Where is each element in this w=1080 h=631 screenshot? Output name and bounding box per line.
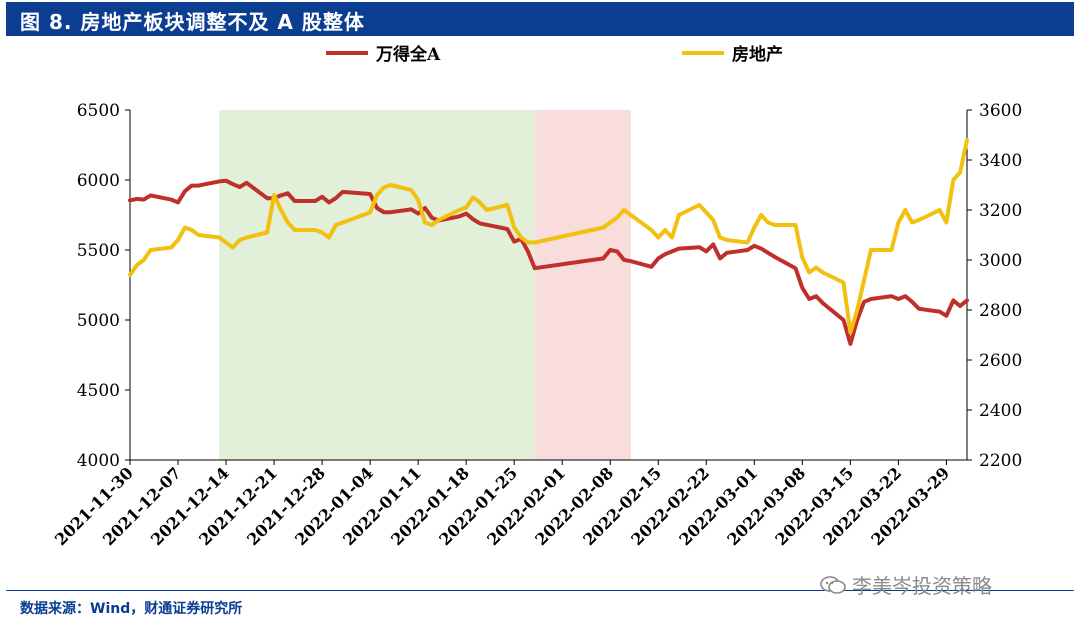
shaded-band-1 bbox=[534, 110, 631, 460]
shaded-band-0 bbox=[219, 110, 535, 460]
legend-label-wind-a: 万得全A bbox=[376, 45, 441, 65]
legend-item-wind-a: 万得全A bbox=[326, 40, 440, 65]
left-tick-label: 6500 bbox=[77, 101, 120, 121]
right-tick-label: 2200 bbox=[979, 451, 1022, 471]
left-tick-label: 5000 bbox=[77, 311, 120, 331]
legend-item-real-estate: 房地产 bbox=[682, 40, 783, 65]
right-tick-label: 3600 bbox=[979, 101, 1022, 121]
right-tick-label: 3400 bbox=[979, 151, 1022, 171]
right-tick-label: 2800 bbox=[979, 301, 1022, 321]
legend-swatch-wind-a bbox=[326, 50, 368, 55]
series-line-real-estate bbox=[128, 138, 969, 335]
right-tick-label: 2600 bbox=[979, 351, 1022, 371]
dual-axis-line-chart: 4000 4500 5000 5500 6000 6500 2200 2400 2600 2800… bbox=[51, 101, 1022, 549]
series-lines bbox=[128, 138, 969, 346]
left-tick-label: 4500 bbox=[77, 381, 120, 401]
shaded-regions bbox=[219, 110, 631, 460]
title-bar: 图 8. 房地产板块调整不及 A 股整体 bbox=[6, 2, 1074, 36]
watermark: 李美岑投资策略 bbox=[820, 570, 992, 599]
watermark-text: 李美岑投资策略 bbox=[852, 574, 992, 598]
right-tick-label: 2400 bbox=[979, 401, 1022, 421]
wechat-icon bbox=[820, 575, 846, 594]
right-tick-label: 3200 bbox=[979, 201, 1022, 221]
left-tick-label: 5500 bbox=[77, 241, 120, 261]
series-line-wind-a bbox=[128, 178, 969, 346]
figure-title: 图 8. 房地产板块调整不及 A 股整体 bbox=[20, 10, 365, 34]
legend-swatch-real-estate bbox=[682, 50, 724, 55]
right-tick-label: 3000 bbox=[979, 251, 1022, 271]
source-note: 数据来源：Wind，财通证券研究所 bbox=[20, 601, 243, 617]
left-tick-label: 4000 bbox=[77, 451, 120, 471]
legend-label-real-estate: 房地产 bbox=[732, 45, 783, 65]
footer-divider bbox=[6, 590, 1074, 591]
left-tick-label: 6000 bbox=[77, 171, 120, 191]
